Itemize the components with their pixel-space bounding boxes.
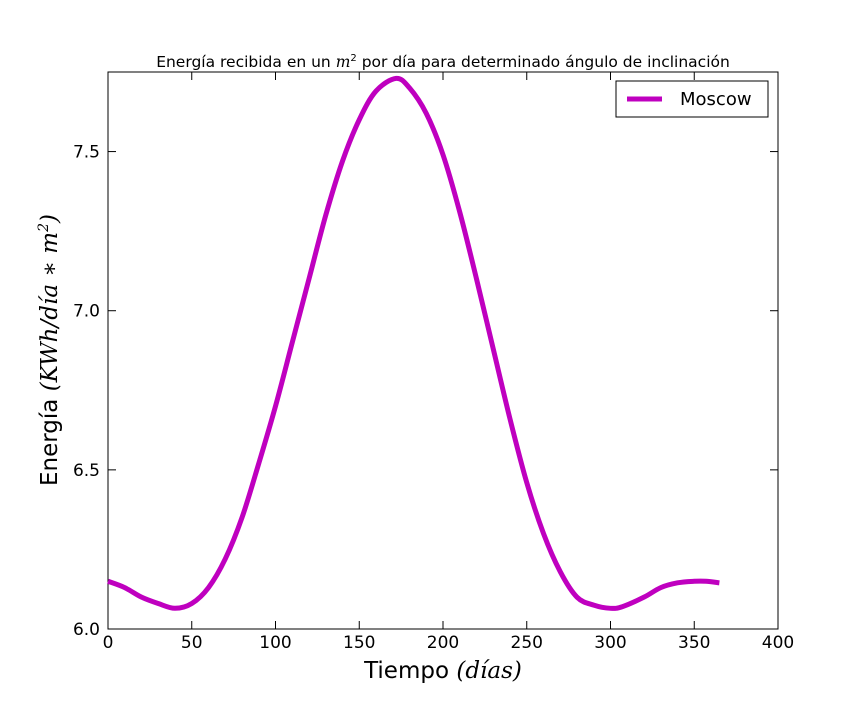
x-tick-label: 300: [594, 633, 626, 653]
legend-label-moscow: Moscow: [680, 89, 752, 110]
y-tick-label: 7.5: [73, 143, 100, 163]
x-tick-label: 100: [259, 633, 291, 653]
x-tick-label: 250: [511, 633, 543, 653]
chart-title: Energía recibida en un m2 por día para d…: [156, 53, 730, 71]
y-tick-label: 6.0: [73, 620, 100, 640]
x-tick-label: 350: [678, 633, 710, 653]
x-tick-label: 0: [103, 633, 114, 653]
y-axis-label: Energía (KWh/día ∗ m2): [36, 214, 63, 486]
plot-area-frame: [107, 71, 779, 630]
x-axis-label: Tiempo (días): [363, 658, 522, 684]
x-tick-label: 150: [343, 633, 375, 653]
x-tick-label: 200: [427, 633, 459, 653]
y-tick-label: 7.0: [73, 302, 100, 322]
series-layer: [107, 75, 720, 611]
axis-ticks: [107, 72, 779, 630]
legend: Moscow: [615, 80, 769, 118]
series-line-moscow: [107, 75, 720, 611]
y-tick-label: 6.5: [73, 461, 100, 481]
axis-tick-labels: 0 50 100 150 200 250 300 350 400 6.0 6.5 7.0 7.5: [73, 143, 794, 653]
x-tick-label: 400: [762, 633, 794, 653]
x-tick-label: 50: [181, 633, 203, 653]
